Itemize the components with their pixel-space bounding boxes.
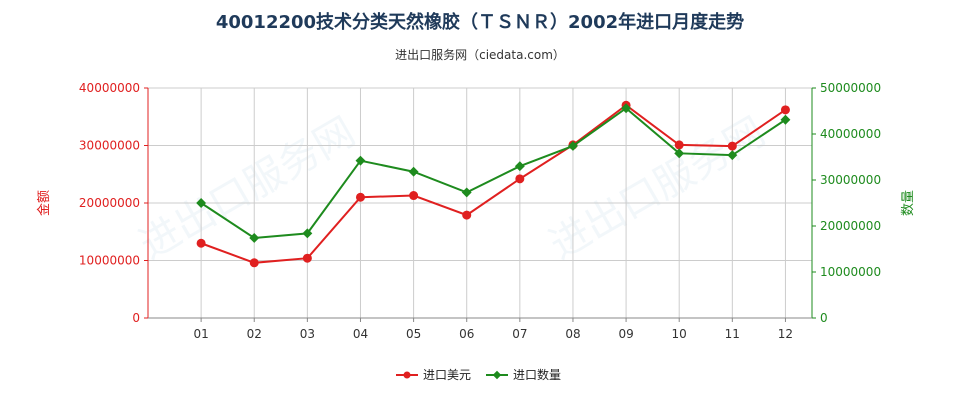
x-tick-label: 10 xyxy=(672,327,687,341)
data-point xyxy=(355,192,365,202)
x-axis-ticks: 01 02 03 04 05 06 07 08 09 10 11 12 xyxy=(193,318,793,341)
data-point xyxy=(674,140,684,150)
data-point xyxy=(462,210,472,220)
right-tick-label: 20000000 xyxy=(820,219,881,233)
left-tick-label: 40000000 xyxy=(79,81,140,95)
legend-usd-label: 进口美元 xyxy=(423,368,471,382)
data-point xyxy=(196,238,206,248)
x-tick-label: 07 xyxy=(512,327,527,341)
data-point xyxy=(727,141,737,151)
chart-title: 40012200技术分类天然橡胶（ＴＳＮＲ）2002年进口月度走势 xyxy=(215,12,745,33)
x-tick-label: 02 xyxy=(247,327,262,341)
data-point xyxy=(249,233,260,243)
data-point xyxy=(780,105,790,115)
data-point xyxy=(408,166,419,177)
legend-qty-marker xyxy=(492,370,502,380)
right-tick-label: 30000000 xyxy=(820,173,881,187)
data-point xyxy=(621,103,632,114)
svg-text:进出口服务网: 进出口服务网 xyxy=(132,109,363,269)
left-tick-label: 0 xyxy=(132,311,140,325)
data-point xyxy=(461,187,472,198)
x-tick-label: 12 xyxy=(778,327,793,341)
data-point xyxy=(409,191,419,201)
series-layer xyxy=(196,100,791,268)
data-point xyxy=(302,253,312,263)
legend-qty-label: 进口数量 xyxy=(513,367,561,382)
data-point xyxy=(515,174,525,184)
data-point xyxy=(302,228,313,239)
series-line xyxy=(200,106,786,239)
series-line xyxy=(200,104,787,264)
left-tick-label: 20000000 xyxy=(79,196,140,210)
data-point xyxy=(355,155,366,166)
x-tick-label: 09 xyxy=(618,327,633,341)
x-tick-label: 11 xyxy=(725,327,740,341)
right-tick-label: 40000000 xyxy=(820,127,881,141)
right-tick-label: 0 xyxy=(820,311,828,325)
right-axis-ticks: 0 10000000 20000000 30000000 40000000 5000000… xyxy=(812,81,881,325)
right-tick-label: 10000000 xyxy=(820,265,881,279)
x-tick-label: 06 xyxy=(459,327,474,341)
series-qty xyxy=(196,103,791,243)
svg-text:进出口服务网: 进出口服务网 xyxy=(542,109,773,269)
data-point xyxy=(568,141,578,151)
x-tick-label: 01 xyxy=(193,327,208,341)
x-tick-label: 05 xyxy=(406,327,421,341)
legend-usd-marker xyxy=(403,371,411,379)
right-axis-label: 数量 xyxy=(901,190,916,216)
data-point xyxy=(249,258,259,268)
data-point xyxy=(196,198,207,208)
left-axis-label: 金额 xyxy=(36,190,52,216)
watermark: 进出口服务网 进出口服务网 xyxy=(132,109,773,269)
chart-subtitle: 进出口服务网（ciedata.com） xyxy=(395,48,565,62)
legend-item-usd: 进口美元 xyxy=(396,368,471,382)
right-tick-label: 50000000 xyxy=(820,81,881,95)
data-point xyxy=(674,148,685,159)
left-axis-ticks: 0 10000000 20000000 30000000 40000000 xyxy=(79,81,148,325)
left-tick-label: 30000000 xyxy=(79,139,140,153)
data-point xyxy=(780,114,791,125)
left-tick-label: 10000000 xyxy=(79,254,140,268)
data-point xyxy=(727,150,738,161)
x-tick-label: 08 xyxy=(565,327,580,341)
legend-item-qty: 进口数量 xyxy=(486,367,561,382)
grid xyxy=(148,87,812,319)
legend: 进口美元 进口数量 xyxy=(396,367,561,382)
x-tick-label: 04 xyxy=(353,327,368,341)
x-tick-label: 03 xyxy=(300,327,315,341)
data-point xyxy=(514,161,525,172)
